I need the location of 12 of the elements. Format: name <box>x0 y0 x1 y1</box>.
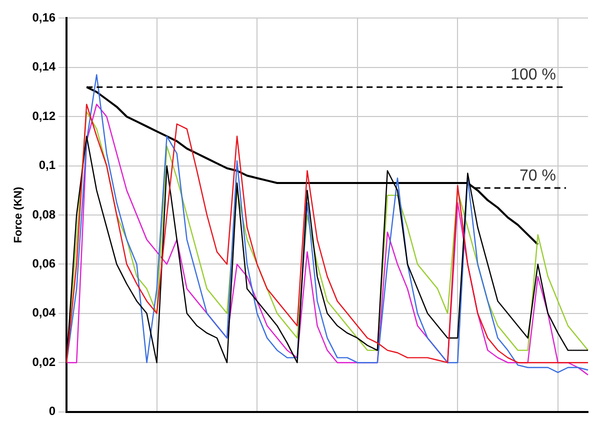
y-tick-label: 0,06 <box>32 256 56 271</box>
annotation: 70 % <box>520 167 556 184</box>
y-tick-label: 0,1 <box>38 158 56 172</box>
y-tick-label: 0,12 <box>32 108 56 123</box>
y-tick-label: 0 <box>48 404 56 418</box>
y-tick-label: 0,02 <box>32 354 56 369</box>
y-tick-label: 0,08 <box>32 207 56 222</box>
annotation: 100 % <box>510 66 556 84</box>
y-tick-label: 0,14 <box>32 60 56 74</box>
y-tick-label: 0,16 <box>32 10 56 25</box>
y-tick-label: 0,04 <box>32 306 56 320</box>
y-axis-title: Force (KN) <box>12 186 25 244</box>
